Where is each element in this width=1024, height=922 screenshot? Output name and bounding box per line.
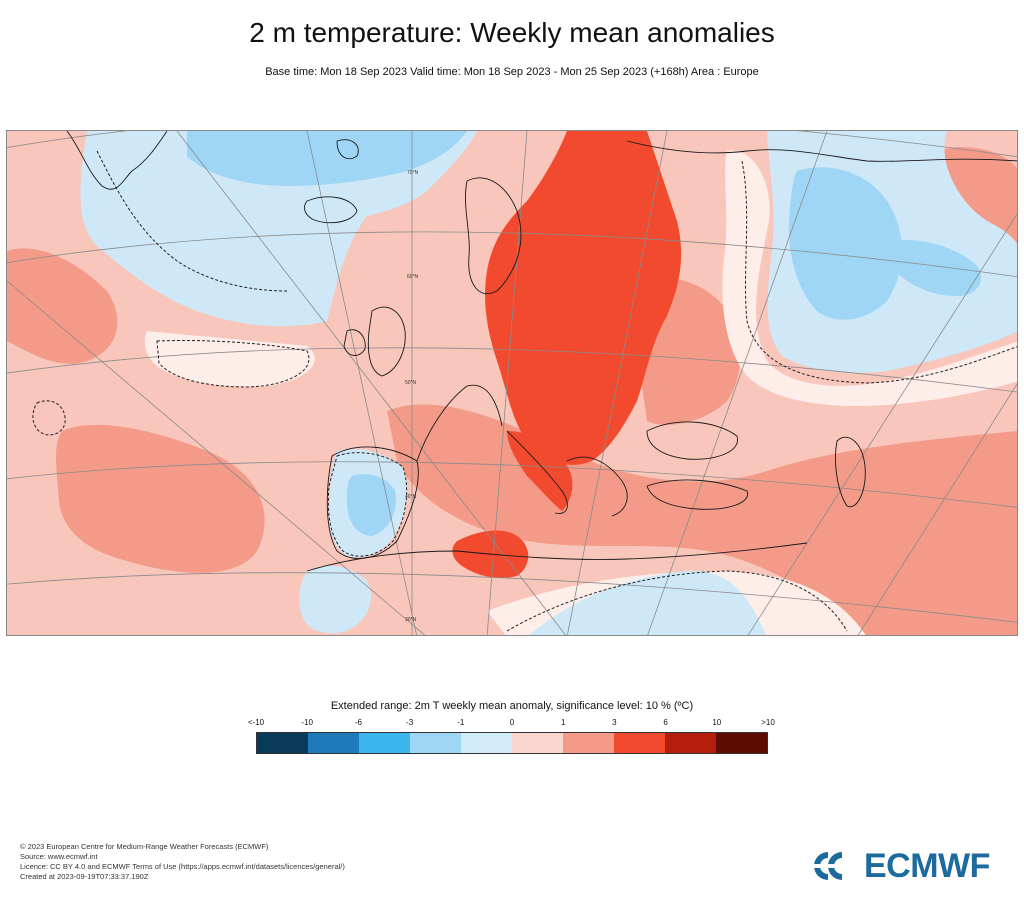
lat-label-60: 60°N	[407, 274, 419, 280]
coast-italy	[506, 430, 568, 514]
cool-anomaly-sahara	[529, 570, 767, 635]
ecmwf-logo: ECMWF	[812, 846, 990, 886]
hot-anomaly-italy	[507, 431, 573, 511]
coast-balkans	[566, 456, 628, 517]
map-title: 2 m temperature: Weekly mean anomalies	[249, 17, 775, 48]
cool-anomaly-greenland-sea	[80, 131, 477, 327]
meridian-line-3	[306, 131, 417, 635]
map-subtitle: Base time: Mon 18 Sep 2023 Valid time: M…	[265, 66, 759, 78]
legend-color-cell	[257, 733, 308, 753]
lat-label-70: 70°N	[407, 170, 419, 176]
coast-north-africa	[306, 542, 808, 572]
neutral-band-north-atlantic	[144, 331, 315, 387]
latitude-line-30	[7, 572, 1017, 623]
ecmwf-logo-icon	[814, 850, 860, 882]
anomaly-map-canvas: 70°N 60°N 50°N 40°N 30°N	[7, 131, 1017, 635]
coast-greenland	[66, 131, 168, 190]
contour-small-atlantic	[32, 400, 66, 436]
cold-core-russia	[788, 167, 902, 320]
legend-tick: -1	[457, 718, 465, 727]
lat-label-40: 40°N	[405, 494, 417, 500]
legend-tick: 3	[612, 718, 617, 727]
legend-tick: <-10	[247, 718, 265, 727]
lat-label-30: 30°N	[405, 617, 417, 623]
coast-arctic-russia	[626, 140, 1017, 162]
legend-tick: 10	[712, 718, 722, 727]
neutral-band-russia	[722, 150, 1017, 406]
legend-tick: -6	[354, 718, 362, 727]
meridian-line-8	[747, 213, 1017, 635]
meridian-line-2	[7, 280, 426, 635]
footer-created: Created at 2023-09-19T07:33:37.190Z	[20, 872, 149, 881]
coast-svalbard	[336, 139, 359, 160]
latitude-line-60	[7, 231, 1017, 278]
legend-color-cell	[563, 733, 614, 753]
legend-color-cell	[614, 733, 665, 753]
anomaly-map: 70°N 60°N 50°N 40°N 30°N	[6, 130, 1018, 636]
legend-tick: 6	[663, 718, 668, 727]
lat-label-50: 50°N	[405, 380, 417, 386]
legend-tick: -10	[301, 718, 313, 727]
contour-greenland	[96, 150, 288, 292]
contour-russia	[741, 160, 1017, 384]
hot-anomaly-central-europe	[485, 131, 682, 465]
legend-color-cell	[665, 733, 716, 753]
ecmwf-logo-text: ECMWF	[864, 846, 990, 885]
legend-color-cell	[410, 733, 461, 753]
footer-licence: Licence: CC BY 4.0 and ECMWF Terms of Us…	[20, 862, 345, 871]
meridian-line-6	[566, 131, 668, 635]
contour-sahara	[506, 570, 848, 632]
legend-tick: -3	[406, 718, 414, 727]
latitude-labels: 70°N 60°N 50°N 40°N 30°N	[405, 170, 419, 623]
cold-core-urals	[884, 239, 981, 296]
graticule	[7, 131, 1017, 635]
legend-color-cell	[461, 733, 512, 753]
legend-tick: 0	[509, 718, 515, 727]
warm-patch-north-atlantic	[7, 248, 118, 364]
legend-colorbar	[256, 732, 768, 754]
legend-color-cell	[308, 733, 359, 753]
legend-color-cell	[359, 733, 410, 753]
coast-black-sea	[646, 421, 739, 460]
cold-core-greenland	[187, 131, 467, 186]
footer-source: Source: www.ecmwf.int	[20, 852, 98, 861]
significance-contours	[32, 150, 1017, 632]
coast-scandinavia	[465, 177, 522, 294]
legend-title: Extended range: 2m T weekly mean anomaly…	[330, 700, 694, 712]
cool-anomaly-nw-africa	[299, 565, 371, 634]
footer-copyright: © 2023 European Centre for Medium-Range …	[20, 842, 269, 851]
coast-france	[416, 384, 503, 462]
footer-credits: © 2023 European Centre for Medium-Range …	[20, 842, 345, 882]
coast-iberia	[326, 446, 419, 559]
coast-anatolia	[646, 479, 749, 510]
cold-core-iberia	[347, 474, 396, 536]
meridian-line-7	[647, 131, 828, 635]
warm-patch-atlantic	[55, 424, 265, 573]
legend-tick: >10	[761, 718, 775, 727]
latitude-line-50	[7, 347, 1017, 393]
latitude-line-70	[7, 131, 1017, 158]
latitude-line-40	[7, 461, 1017, 508]
coast-iceland	[304, 196, 358, 224]
coast-ireland	[343, 329, 366, 356]
coast-british-isles	[367, 306, 406, 377]
warm-patch-far-northeast	[931, 147, 1017, 251]
meridian-line-1	[176, 131, 566, 635]
contour-iberia	[327, 452, 408, 557]
legend-color-cell	[716, 733, 767, 753]
meridian-line-9	[857, 383, 1017, 635]
meridian-line-5	[486, 131, 528, 635]
legend-ticks: <-10 -10 -6 -3 -1 0 1 3 6 10 >10	[0, 718, 1024, 730]
coastlines	[66, 131, 1017, 572]
coast-caspian	[835, 436, 866, 508]
legend-tick: 1	[560, 718, 566, 727]
legend-color-cell	[512, 733, 563, 753]
